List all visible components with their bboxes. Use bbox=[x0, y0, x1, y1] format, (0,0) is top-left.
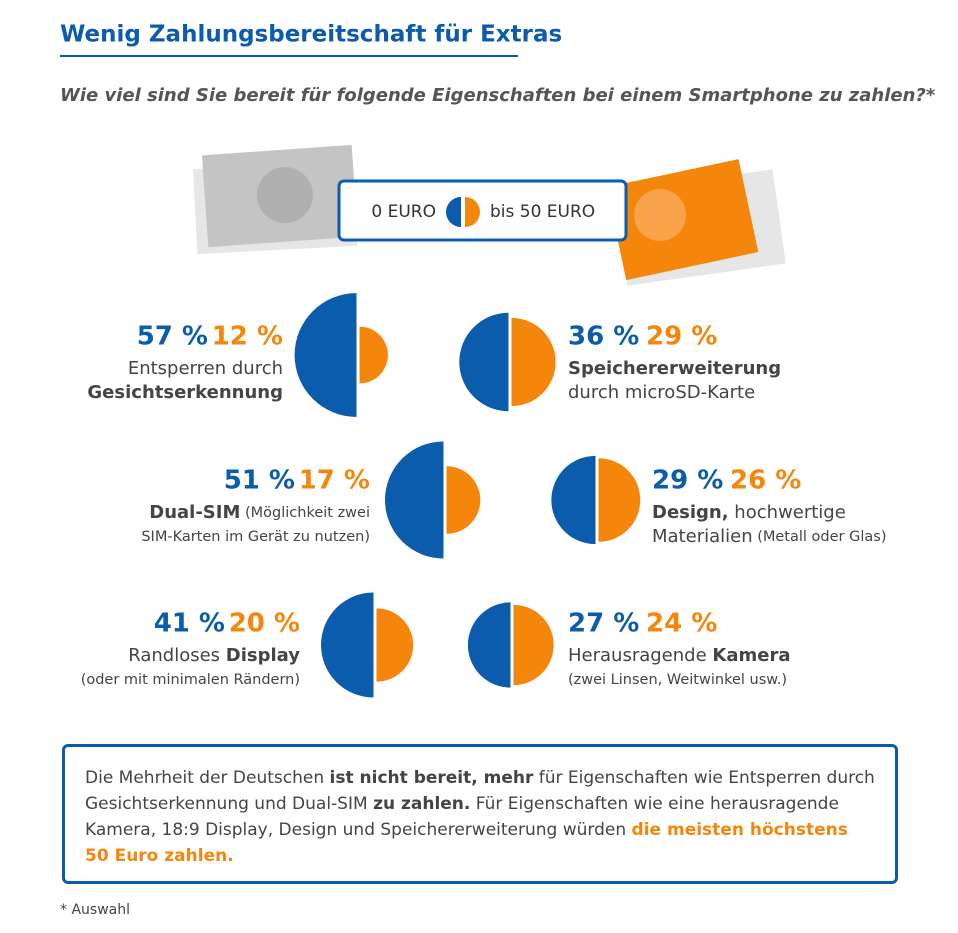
orange-bill bbox=[606, 159, 786, 286]
label-part: Herausragende bbox=[568, 645, 712, 666]
half-circle bbox=[511, 317, 556, 407]
note-text: zu zahlen. bbox=[373, 794, 471, 814]
label-part: (Möglichkeit zwei bbox=[240, 505, 370, 521]
note-text: Die Mehrheit der Deutschen bbox=[85, 768, 330, 788]
value-label: 26 % bbox=[730, 466, 801, 496]
label-part: Gesichtserkennung bbox=[87, 382, 283, 403]
value-label: 27 % bbox=[568, 609, 639, 639]
half-circle bbox=[384, 441, 444, 559]
note-text: für Eigenschaften wie Entsperren durch G… bbox=[85, 768, 875, 814]
legend-label: 0 EURO bbox=[371, 202, 436, 222]
value-label: 24 % bbox=[646, 609, 717, 639]
category-label: Design, hochwertige bbox=[652, 502, 846, 523]
half-circle bbox=[551, 455, 596, 545]
grey-bill bbox=[193, 144, 359, 255]
category-label: Randloses Display bbox=[128, 645, 300, 666]
value-label: 36 % bbox=[568, 322, 639, 352]
category-label: Herausragende Kamera bbox=[568, 645, 790, 666]
category-label: Entsperren durch bbox=[128, 358, 283, 379]
label-part: Entsperren durch bbox=[128, 358, 283, 379]
half-circle bbox=[320, 592, 374, 698]
value-label: 57 % bbox=[137, 322, 208, 352]
value-label: 20 % bbox=[229, 609, 300, 639]
footnote: * Auswahl bbox=[60, 902, 130, 918]
note-text: die meisten höchstens 50 Euro zahlen. bbox=[85, 820, 848, 866]
value-label: 51 % bbox=[224, 466, 295, 496]
category-label: Materialien (Metall oder Glas) bbox=[652, 526, 886, 547]
label-part: Kamera bbox=[712, 645, 790, 666]
value-label: 41 % bbox=[154, 609, 225, 639]
half-circle bbox=[598, 458, 641, 542]
category-label: Dual-SIM (Möglichkeit zwei bbox=[149, 502, 370, 523]
note-text: Für Eigenschaften wie eine herausragende… bbox=[85, 794, 839, 840]
half-circle bbox=[359, 326, 388, 384]
summary-box: Die Mehrheit der Deutschen ist nicht ber… bbox=[62, 744, 898, 884]
category-label: durch microSD-Karte bbox=[568, 382, 755, 403]
label-part: SIM-Karten im Gerät zu nutzen) bbox=[141, 529, 370, 545]
label-part: Randloses bbox=[128, 645, 226, 666]
label-part: (zwei Linsen, Weitwinkel usw.) bbox=[568, 672, 787, 688]
value-label: 29 % bbox=[646, 322, 717, 352]
label-part: Speichererweiterung bbox=[568, 358, 781, 379]
chart-title: Wenig Zahlungsbereitschaft für Extras bbox=[60, 22, 562, 48]
chart-subtitle: Wie viel sind Sie bereit für folgende Ei… bbox=[60, 85, 936, 106]
label-part: hochwertige bbox=[729, 502, 846, 523]
legend-label: bis 50 EURO bbox=[490, 202, 595, 222]
half-circle bbox=[459, 312, 509, 412]
label-part: (oder mit minimalen Rändern) bbox=[81, 672, 300, 688]
half-circle bbox=[294, 293, 357, 417]
half-circle bbox=[446, 466, 481, 534]
label-part: Materialien bbox=[652, 526, 753, 547]
label-part: Dual-SIM bbox=[149, 502, 240, 523]
half-circle bbox=[467, 602, 511, 688]
label-part: Design, bbox=[652, 502, 729, 523]
label-part: (Metall oder Glas) bbox=[753, 529, 887, 545]
legend-swatch bbox=[465, 197, 480, 227]
category-label: Speichererweiterung bbox=[568, 358, 781, 379]
legend-box bbox=[337, 179, 628, 242]
half-circle bbox=[376, 608, 414, 682]
note-text: ist nicht bereit, mehr bbox=[329, 768, 534, 788]
category-label: (oder mit minimalen Rändern) bbox=[81, 672, 300, 688]
legend-swatch bbox=[446, 197, 461, 227]
label-part: Display bbox=[226, 645, 300, 666]
category-label: Gesichtserkennung bbox=[87, 382, 283, 403]
value-label: 29 % bbox=[652, 466, 723, 496]
half-circle bbox=[513, 604, 554, 686]
category-label: SIM-Karten im Gerät zu nutzen) bbox=[141, 529, 370, 545]
label-part: durch microSD-Karte bbox=[568, 382, 755, 403]
value-label: 17 % bbox=[299, 466, 370, 496]
category-label: (zwei Linsen, Weitwinkel usw.) bbox=[568, 672, 787, 688]
value-label: 12 % bbox=[212, 322, 283, 352]
